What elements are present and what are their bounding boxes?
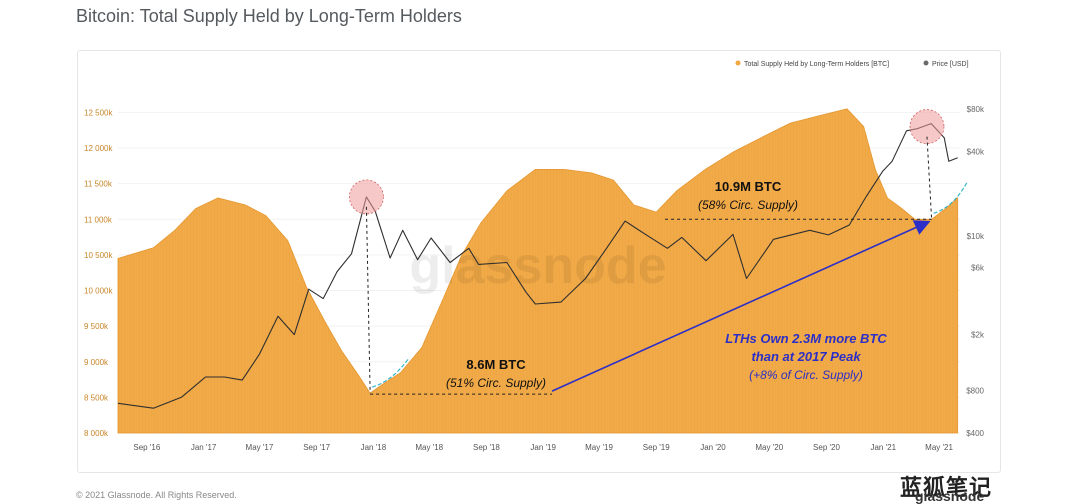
x-tick-label: May '17 [246,443,274,452]
x-tick-label: Jan '20 [700,443,726,452]
x-tick-label: May '21 [925,443,953,452]
x-tick-label: May '18 [415,443,443,452]
x-tick-label: Sep '19 [643,443,670,452]
annotation-comparison-line2: than at 2017 Peak [751,349,861,364]
x-tick-label: Sep '16 [133,443,160,452]
y-left-tick-label: 12 000k [84,144,113,153]
y-left-tick-label: 11 500k [84,180,113,189]
axes: 8 000k 8 500k 9 000k 9 500k 10 000k 10 500k 11… [84,105,985,452]
dashed-drop-2021 [926,136,933,220]
legend-dot [923,60,929,66]
x-tick-label: Jan '21 [870,443,896,452]
x-tick-label: Sep '20 [813,443,840,452]
y-left-tick-label: 12 500k [84,108,113,117]
legend[interactable]: Total Supply Held by Long-Term Holders [… [735,60,969,69]
annotation-8-6m-sub: (51% Circ. Supply) [446,376,546,390]
dashed-drop-2017 [365,206,371,394]
legend-label: Price [USD] [932,61,969,68]
y-right-tick-label: $80k [967,105,985,114]
annotation-10-9m-title: 10.9M BTC [715,179,782,194]
comparison-arrow [551,220,931,392]
y-right-tick-label: $400 [966,429,984,438]
price-line [117,123,958,409]
y-left-tick-label: 10 500k [84,251,113,260]
x-tick-label: Jan '19 [530,443,556,452]
chart-card: glassnode 8 000k 8 500k 9 000k 9 500k 10 000… [77,50,1001,473]
price-line-layer [117,123,958,409]
y-left-tick-label: 8 500k [84,393,109,402]
y-left-tick-label: 8 000k [84,429,109,438]
legend-label: Total Supply Held by Long-Term Holders [… [744,61,889,68]
supply-area [117,108,959,434]
y-right-tick-label: $2k [971,331,985,340]
y-left-tick-label: 10 000k [84,287,113,296]
annotation-comparison-line1: LTHs Own 2.3M more BTC [725,331,887,346]
y-left-tick-label: 11 000k [84,215,113,224]
copyright: © 2021 Glassnode. All Rights Reserved. [76,490,237,500]
glassnode-watermark: glassnode [409,237,666,295]
annotation-8-6m-title: 8.6M BTC [466,357,526,372]
annotation-10-9m-sub: (58% Circ. Supply) [698,198,798,212]
y-right-tick-label: $800 [966,387,984,396]
y-left-tick-label: 9 000k [84,358,109,367]
wechat-label: 蓝狐笔记 [900,476,993,501]
x-tick-label: Jan '18 [361,443,387,452]
x-tick-label: Sep '17 [303,443,330,452]
page-title: Bitcoin: Total Supply Held by Long-Term … [76,6,462,26]
y-right-tick-label: $40k [967,147,985,156]
y-right-tick-label: $10k [967,232,985,241]
supply-area-layer: glassnode [117,91,959,434]
x-tick-label: May '20 [755,443,783,452]
x-tick-label: Sep '18 [473,443,500,452]
chart-svg: glassnode 8 000k 8 500k 9 000k 9 500k 10 000… [84,60,985,452]
x-tick-label: May '19 [585,443,613,452]
growth-arrow-2021 [933,180,969,214]
glassnode-brand-mark: glassnode [915,488,985,504]
y-right-tick-label: $6k [971,263,985,272]
peak-highlight-2021 [909,109,945,144]
x-tick-label: Jan '17 [191,443,217,452]
annotations: 8.6M BTC (51% Circ. Supply) 10.9M BTC (58% … [349,109,969,395]
annotation-comparison-line3: (+8% of Circ. Supply) [749,368,863,382]
growth-arrow-2017 [371,358,409,388]
legend-dot [735,60,741,66]
peak-highlight-2017 [349,179,384,215]
y-left-tick-label: 9 500k [84,322,109,331]
